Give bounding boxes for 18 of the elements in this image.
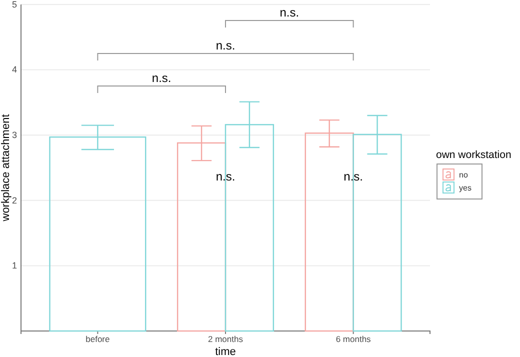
- x-tick-label: before: [86, 334, 110, 344]
- legend-label: yes: [459, 184, 472, 192]
- y-tick-label: 5: [12, 0, 17, 10]
- annotation: n.s.: [216, 170, 236, 184]
- legend-label: no: [459, 170, 468, 180]
- y-tick-label: 4: [12, 64, 17, 75]
- legend-title: own workstation: [436, 149, 512, 161]
- annotation: n.s.: [344, 170, 363, 184]
- y-tick-label: 2: [12, 195, 17, 206]
- x-tick-label: 6 months: [336, 334, 371, 344]
- annotation: n.s.: [280, 6, 300, 20]
- y-tick-label: 1: [12, 260, 17, 271]
- annotation: n.s.: [216, 38, 236, 52]
- y-axis-title: workplace attachment: [0, 114, 12, 222]
- x-axis-title: time: [215, 346, 236, 357]
- y-tick-label: 3: [12, 130, 17, 140]
- annotation: n.s.: [152, 71, 172, 85]
- x-tick-label: 2 months: [208, 334, 243, 344]
